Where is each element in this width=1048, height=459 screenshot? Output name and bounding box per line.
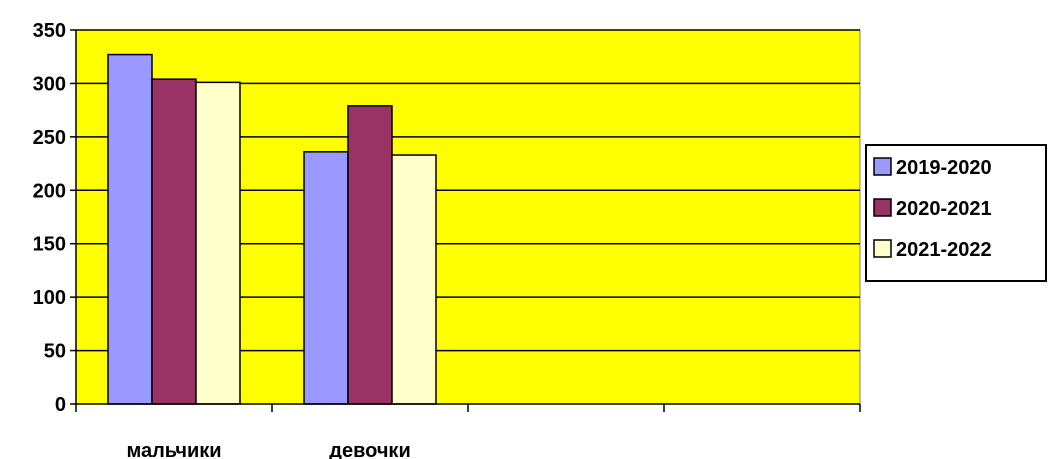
y-tick-label: 50 (44, 341, 66, 363)
legend-swatch (873, 157, 892, 176)
y-tick-label: 100 (33, 287, 66, 309)
bar-2019-2020-девочки (303, 151, 349, 405)
legend-label: 2020-2021 (896, 198, 992, 220)
y-tick-label: 200 (33, 180, 66, 202)
bars (107, 53, 437, 405)
y-tick-label: 300 (33, 73, 66, 95)
y-axis-labels: 0 50 100 150 200 250 300 350 (33, 20, 66, 416)
x-tick-label: девочки (329, 440, 410, 459)
y-tick-label: 250 (33, 127, 66, 149)
legend-box (865, 144, 1047, 282)
x-tick-label: мальчики (126, 440, 221, 459)
y-tick-label: 150 (33, 234, 66, 256)
legend: 2019-2020 2020-2021 2021-2022 (865, 144, 1047, 282)
legend-swatch (873, 198, 892, 217)
bar-2019-2020-мальчики (107, 53, 153, 405)
axes (70, 29, 861, 412)
legend-swatch (873, 239, 892, 258)
legend-label: 2019-2020 (896, 157, 992, 179)
bar-2020-2021-мальчики (151, 78, 197, 405)
y-tick-label: 350 (33, 20, 66, 42)
legend-label: 2021-2022 (896, 239, 992, 261)
bar-2021-2022-мальчики (195, 81, 241, 405)
bar-2021-2022-девочки (391, 154, 437, 405)
x-axis-labels: мальчики девочки (126, 440, 410, 459)
bar-2020-2021-девочки (347, 105, 393, 405)
y-tick-label: 0 (55, 394, 66, 416)
